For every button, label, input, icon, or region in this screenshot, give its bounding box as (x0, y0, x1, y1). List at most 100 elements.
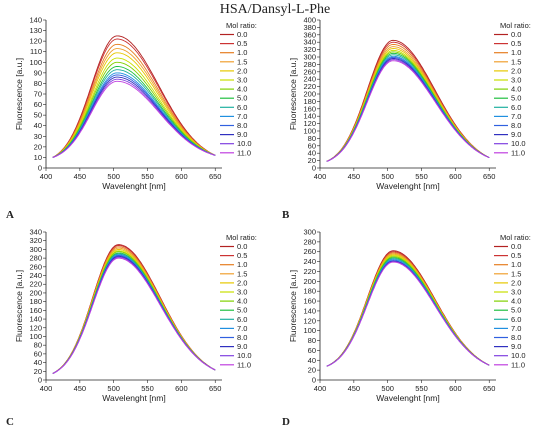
legend-entry: 9.0 (511, 130, 521, 139)
series-line-6-0 (52, 69, 216, 158)
legend-title: Mol ratio: (226, 21, 257, 30)
legend-entry: 0.0 (237, 30, 247, 39)
series-line-11-0 (326, 261, 490, 367)
y-tick-label: 10 (34, 153, 42, 162)
y-tick-label: 160 (303, 297, 316, 306)
series-line-2-0 (326, 254, 490, 367)
y-tick-label: 140 (29, 315, 42, 324)
series-line-2-0 (52, 52, 216, 158)
legend-entry: 7.0 (237, 112, 247, 121)
series-line-10-0 (326, 261, 490, 367)
x-tick-label: 450 (348, 172, 361, 181)
y-tick-label: 260 (29, 262, 42, 271)
y-tick-label: 80 (34, 341, 42, 350)
legend-entry: 0.0 (237, 242, 247, 251)
legend-entry: 7.0 (237, 324, 247, 333)
y-tick-label: 280 (303, 60, 316, 69)
y-tick-label: 60 (308, 141, 316, 150)
y-tick-label: 40 (308, 149, 316, 158)
y-tick-label: 100 (29, 58, 42, 67)
y-tick-label: 90 (34, 68, 42, 77)
y-tick-label: 0 (38, 164, 42, 173)
series-line-11-0 (52, 80, 216, 158)
x-tick-label: 400 (314, 172, 327, 181)
series-line-5-0 (326, 257, 490, 367)
legend-entry: 9.0 (511, 342, 521, 351)
y-tick-label: 110 (30, 47, 42, 56)
y-tick-label: 300 (29, 245, 42, 254)
legend-entry: 8.0 (237, 333, 247, 342)
panel-label: B (282, 209, 290, 221)
legend-entry: 10.0 (511, 139, 526, 148)
y-tick-label: 20 (308, 156, 316, 165)
series-line-5-0 (52, 252, 216, 374)
x-tick-label: 650 (483, 384, 496, 393)
series-line-1-0 (326, 252, 490, 367)
x-tick-label: 600 (175, 384, 188, 393)
series-line-4-0 (326, 256, 490, 367)
legend-entry: 8.0 (237, 121, 247, 130)
series-line-8-0 (52, 255, 216, 374)
y-tick-label: 280 (303, 237, 316, 246)
legend-entry: 4.0 (511, 297, 521, 306)
y-axis-label: Fluorescence [a.u.] (288, 270, 298, 342)
y-tick-label: 120 (29, 37, 42, 46)
y-tick-label: 120 (303, 119, 316, 128)
x-axis-label: Wavelenght [nm] (376, 181, 439, 191)
x-tick-label: 550 (141, 172, 154, 181)
legend-entry: 1.5 (511, 57, 521, 66)
x-tick-label: 500 (381, 172, 394, 181)
y-tick-label: 200 (303, 277, 316, 286)
legend-entry: 3.0 (237, 288, 247, 297)
y-tick-label: 200 (303, 90, 316, 99)
legend-entry: 1.5 (237, 269, 247, 278)
y-tick-label: 30 (34, 132, 42, 141)
series-line-4-0 (52, 251, 216, 374)
y-tick-label: 240 (303, 257, 316, 266)
legend-entry: 5.0 (237, 306, 247, 315)
series-line-7-0 (52, 254, 216, 374)
legend-entry: 1.0 (511, 48, 521, 57)
y-tick-label: 100 (303, 326, 316, 335)
series-line-8-0 (326, 56, 490, 162)
x-tick-label: 500 (107, 384, 120, 393)
legend-entry: 0.5 (237, 251, 247, 260)
series-line-9-0 (326, 260, 490, 367)
x-tick-label: 650 (483, 172, 496, 181)
y-tick-label: 80 (308, 134, 316, 143)
panel-label: C (6, 416, 14, 428)
legend-entry: 11.0 (511, 360, 525, 369)
legend-entry: 0.5 (511, 251, 521, 260)
y-tick-label: 180 (303, 287, 316, 296)
legend-title: Mol ratio: (500, 21, 531, 30)
y-tick-label: 240 (29, 271, 42, 280)
legend-entry: 2.0 (511, 278, 521, 287)
x-tick-label: 500 (107, 172, 120, 181)
series-line-6-0 (326, 54, 490, 162)
figure-title: HSA/Dansyl-L-Phe (219, 2, 331, 17)
series-line-6-0 (52, 253, 216, 374)
x-tick-label: 450 (348, 384, 361, 393)
series-line-10-0 (52, 78, 216, 158)
y-tick-label: 0 (312, 376, 316, 385)
legend-entry: 8.0 (511, 121, 521, 130)
legend-entry: 6.0 (237, 315, 247, 324)
series-line-1-0 (52, 43, 216, 158)
series-line-9-0 (52, 255, 216, 374)
series-line-3-0 (52, 250, 216, 374)
y-tick-label: 120 (29, 323, 42, 332)
x-axis-label: Wavelenght [nm] (102, 393, 165, 403)
y-axis-label: Fluorescence [a.u.] (14, 270, 24, 342)
x-axis-label: Wavelenght [nm] (376, 393, 439, 403)
y-tick-label: 320 (29, 236, 42, 245)
legend-entry: 5.0 (237, 94, 247, 103)
x-tick-label: 500 (381, 384, 394, 393)
y-tick-label: 340 (29, 228, 42, 237)
y-tick-label: 320 (303, 45, 316, 54)
legend-entry: 4.0 (237, 297, 247, 306)
y-tick-label: 300 (303, 53, 316, 62)
y-tick-label: 60 (34, 100, 42, 109)
y-tick-label: 300 (303, 228, 316, 237)
series-line-4-0 (52, 61, 216, 158)
